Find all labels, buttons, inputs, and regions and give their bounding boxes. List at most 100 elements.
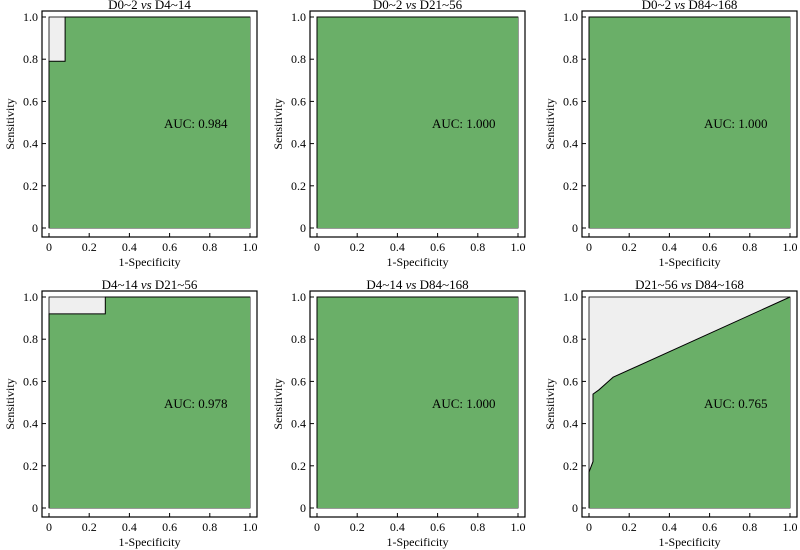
panel-title-vs: vs — [406, 0, 417, 12]
panel-title-vs: vs — [141, 277, 152, 292]
y-tick-label: 0.6 — [23, 94, 38, 108]
y-tick-label: 0.6 — [291, 94, 306, 108]
roc-curve — [48, 16, 250, 228]
auc-label: AUC: 0.765 — [704, 396, 768, 411]
x-tick-label: 1.0 — [783, 240, 798, 254]
auc-area — [589, 297, 790, 508]
x-tick-label: 0 — [46, 240, 52, 254]
panel-title-vs: vs — [406, 277, 417, 292]
x-tick-label: 0.6 — [162, 240, 177, 254]
roc-panel-4: 00 0.2 0.2 0.4 0.4 0.6 0.6 0.8 0.8 1.0 1.0 D4~14 vs… — [3, 277, 258, 549]
auc-area — [589, 17, 790, 228]
panel-title: D21~56 vs D84~168 — [635, 277, 744, 292]
y-tick-label: 0 — [572, 501, 578, 515]
y-tick-label: 0.4 — [291, 137, 306, 151]
x-tick-label: 0.6 — [430, 520, 445, 534]
y-tick-label: 0.2 — [291, 179, 306, 193]
auc-area — [49, 17, 250, 228]
y-tick-label: 0.6 — [23, 374, 38, 388]
x-axis-label: 1-Specificity — [659, 535, 721, 549]
x-tick-label: 0.4 — [390, 240, 405, 254]
auc-label: AUC: 1.000 — [704, 116, 768, 131]
auc-area — [49, 297, 250, 508]
y-tick-label: 0.6 — [563, 94, 578, 108]
x-tick-label: 0.2 — [350, 520, 365, 534]
x-tick-label: 0.4 — [662, 240, 677, 254]
x-tick-label: 0 — [586, 240, 592, 254]
roc-panel-1: 00 0.2 0.2 0.4 0.4 0.6 0.6 0.8 0.8 1.0 1.0 D0~2 vs … — [3, 0, 258, 269]
panel-title-left: D0~2 — [108, 0, 137, 12]
panel-title-right: D4~14 — [155, 0, 191, 12]
roc-curve — [48, 296, 250, 508]
y-tick-label: 0 — [32, 501, 38, 515]
panel-title-right: D84~168 — [695, 277, 744, 292]
auc-area — [317, 297, 518, 508]
auc-label: AUC: 1.000 — [432, 116, 496, 131]
panel-title-left: D4~14 — [102, 277, 138, 292]
roc-panel-3: 00 0.2 0.2 0.4 0.4 0.6 0.6 0.8 0.8 1.0 1.0 D0~2 vs … — [543, 0, 798, 269]
x-tick-label: 0.2 — [622, 520, 637, 534]
x-tick-label: 0.8 — [742, 520, 757, 534]
roc-panel-5: 00 0.2 0.2 0.4 0.4 0.6 0.6 0.8 0.8 1.0 1.0 D4~14 vs… — [271, 277, 526, 549]
y-tick-label: 0.6 — [291, 374, 306, 388]
x-tick-label: 1.0 — [783, 520, 798, 534]
y-tick-label: 1.0 — [563, 10, 578, 24]
y-tick-label: 1.0 — [23, 10, 38, 24]
y-tick-label: 0.8 — [563, 52, 578, 66]
auc-label: AUC: 0.978 — [164, 396, 228, 411]
y-tick-label: 0.2 — [563, 459, 578, 473]
roc-curve — [588, 296, 791, 508]
panel-title-vs: vs — [674, 0, 685, 12]
y-tick-label: 1.0 — [563, 290, 578, 304]
x-tick-label: 0.8 — [470, 520, 485, 534]
auc-area — [317, 17, 518, 228]
x-tick-label: 0.8 — [742, 240, 757, 254]
y-axis-label: Sensitivity — [543, 378, 557, 429]
roc-panel-2: 00 0.2 0.2 0.4 0.4 0.6 0.6 0.8 0.8 1.0 1.0 D0~2 vs … — [271, 0, 526, 269]
panel-title: D0~2 vs D21~56 — [373, 0, 463, 12]
y-tick-label: 0.2 — [563, 179, 578, 193]
y-tick-label: 0.6 — [563, 374, 578, 388]
panel-title-left: D4~14 — [366, 277, 402, 292]
panel-title-right: D84~168 — [688, 0, 737, 12]
roc-curve — [316, 16, 518, 228]
x-axis-label: 1-Specificity — [387, 255, 449, 269]
y-tick-label: 0.2 — [23, 179, 38, 193]
y-tick-label: 0.8 — [23, 332, 38, 346]
y-tick-label: 0.2 — [291, 459, 306, 473]
x-tick-label: 0.2 — [350, 240, 365, 254]
x-tick-label: 0 — [46, 520, 52, 534]
x-tick-label: 0.4 — [662, 520, 677, 534]
roc-curve — [588, 16, 790, 228]
y-tick-label: 0.4 — [23, 137, 38, 151]
x-tick-label: 0.6 — [702, 520, 717, 534]
x-axis-label: 1-Specificity — [659, 255, 721, 269]
y-tick-label: 0.4 — [563, 137, 578, 151]
x-tick-label: 0.4 — [390, 520, 405, 534]
y-tick-label: 0 — [300, 221, 306, 235]
x-axis-label: 1-Specificity — [119, 255, 181, 269]
y-tick-label: 1.0 — [291, 290, 306, 304]
y-tick-label: 0.8 — [563, 332, 578, 346]
x-tick-label: 0.2 — [82, 520, 97, 534]
roc-panel-6: 00 0.2 0.2 0.4 0.4 0.6 0.6 0.8 0.8 1.0 1.0 D21~56 v… — [543, 277, 798, 549]
panel-title: D4~14 vs D84~168 — [366, 277, 468, 292]
x-axis-label: 1-Specificity — [119, 535, 181, 549]
x-tick-label: 0 — [586, 520, 592, 534]
x-tick-label: 1.0 — [243, 240, 258, 254]
x-axis-label: 1-Specificity — [387, 535, 449, 549]
panel-title-vs: vs — [681, 277, 692, 292]
y-tick-label: 0.4 — [23, 417, 38, 431]
panel-title-left: D0~2 — [373, 0, 402, 12]
panel-title-right: D84~168 — [420, 277, 469, 292]
panel-title: D4~14 vs D21~56 — [102, 277, 198, 292]
y-tick-label: 0 — [572, 221, 578, 235]
x-tick-label: 0 — [314, 240, 320, 254]
x-tick-label: 0.6 — [162, 520, 177, 534]
roc-curve — [316, 296, 518, 508]
auc-label: AUC: 0.984 — [164, 116, 228, 131]
y-axis-label: Sensitivity — [543, 98, 557, 149]
x-tick-label: 0.2 — [82, 240, 97, 254]
y-tick-label: 0.4 — [563, 417, 578, 431]
